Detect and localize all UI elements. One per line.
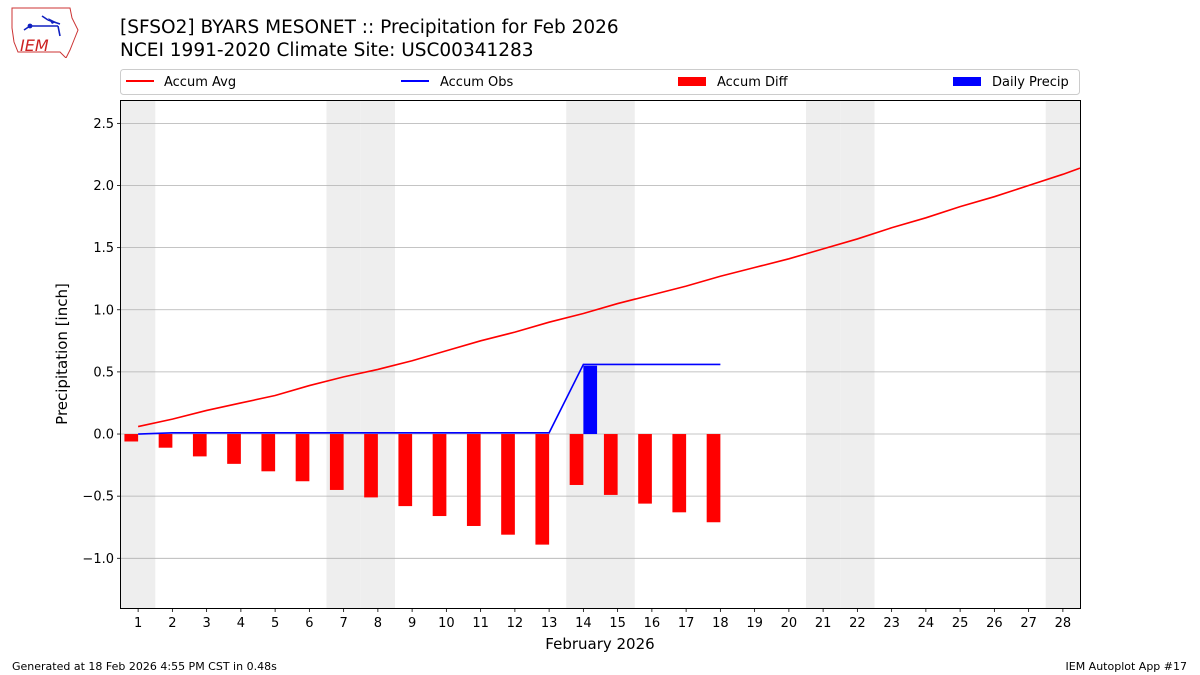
- y-tick-label: 1.5: [93, 241, 114, 256]
- y-tick-label: 2.0: [93, 179, 114, 194]
- y-tick-label: 2.5: [93, 117, 114, 132]
- plot-frame: [120, 100, 1081, 609]
- x-tick-label: 20: [781, 616, 798, 631]
- x-tick-label: 23: [883, 616, 900, 631]
- accum-avg-line: [137, 167, 1081, 428]
- legend: Accum Avg Accum Obs Accum Diff Daily Pre…: [120, 69, 1080, 95]
- iem-logo: IEM: [11, 7, 79, 58]
- x-tick-label: 5: [271, 616, 279, 631]
- logo-text: IEM: [20, 36, 49, 55]
- x-tick-label: 15: [609, 616, 626, 631]
- x-tick-label: 21: [815, 616, 832, 631]
- x-tick-label: 27: [1020, 616, 1037, 631]
- chart-subtitle: NCEI 1991-2020 Climate Site: USC00341283: [120, 40, 534, 61]
- legend-label-avg: Accum Avg: [164, 75, 236, 90]
- bar-series: [124, 365, 721, 545]
- legend-label-daily: Daily Precip: [992, 75, 1069, 90]
- y-tick-label: −0.5: [82, 490, 114, 505]
- legend-label-diff: Accum Diff: [717, 75, 789, 90]
- footer-app: IEM Autoplot App #17: [1065, 660, 1188, 673]
- accum-diff-bar-15: [603, 434, 618, 495]
- accum-diff-bar-5: [261, 434, 276, 472]
- y-tick-label: 0.5: [93, 365, 114, 380]
- accum-obs-line: [138, 363, 721, 435]
- x-axis: 1 2 3 4 5 6 7 8 9 10 11 12 13 14 15 16 17 18 19 20 21 22 23 24 2…: [134, 608, 1071, 631]
- x-tick-label: 10: [438, 616, 455, 631]
- accum-diff-bar-16: [638, 434, 652, 504]
- accum-diff-bar-8: [364, 434, 378, 498]
- weekend-band-28: [1045, 101, 1080, 608]
- x-tick-label: 28: [1055, 616, 1072, 631]
- line-series: [137, 167, 1081, 435]
- weekend-band-22: [840, 101, 875, 608]
- x-tick-label: 12: [507, 616, 524, 631]
- legend-label-obs: Accum Obs: [440, 75, 513, 90]
- chart-title: [SFSO2] BYARS MESONET :: Precipitation f…: [120, 17, 619, 38]
- weekend-shading: [121, 101, 1080, 608]
- x-tick-label: 19: [746, 616, 763, 631]
- x-tick-label: 22: [849, 616, 866, 631]
- accum-diff-bar-14: [569, 434, 584, 485]
- weekend-band-7: [326, 101, 361, 608]
- x-tick-label: 11: [472, 616, 489, 631]
- accum-diff-bar-2: [158, 434, 173, 448]
- grid-lines: [121, 122, 1080, 559]
- weekend-band-15: [600, 101, 635, 608]
- legend-box: [120, 69, 1080, 95]
- x-tick-label: 2: [168, 616, 176, 631]
- accum-diff-bar-18: [706, 434, 721, 523]
- accum-diff-bar-9: [398, 434, 413, 507]
- y-tick-label: 1.0: [93, 303, 114, 318]
- x-tick-label: 13: [541, 616, 558, 631]
- x-tick-label: 9: [408, 616, 416, 631]
- x-tick-label: 17: [678, 616, 695, 631]
- accum-diff-bar-7: [329, 434, 344, 490]
- x-tick-label: 7: [339, 616, 347, 631]
- x-axis-label: February 2026: [545, 635, 654, 653]
- footer-generated: Generated at 18 Feb 2026 4:55 PM CST in …: [12, 660, 277, 673]
- accum-diff-bar-11: [466, 434, 481, 526]
- x-tick-label: 18: [712, 616, 729, 631]
- weekend-band-8: [360, 101, 395, 608]
- weekend-band-1: [121, 101, 156, 608]
- x-tick-label: 6: [305, 616, 313, 631]
- x-tick-label: 25: [952, 616, 969, 631]
- y-axis-label: Precipitation [inch]: [53, 283, 71, 425]
- legend-swatch-diff: [678, 77, 706, 86]
- x-tick-label: 16: [644, 616, 661, 631]
- x-tick-label: 8: [374, 616, 382, 631]
- y-tick-label: −1.0: [82, 552, 114, 567]
- x-tick-label: 3: [202, 616, 210, 631]
- accum-diff-bar-4: [227, 434, 241, 464]
- accum-diff-bar-6: [295, 434, 310, 482]
- y-tick-label: 0.0: [93, 428, 114, 443]
- accum-diff-bar-10: [432, 434, 447, 517]
- x-tick-label: 26: [986, 616, 1003, 631]
- weekend-band-21: [806, 101, 841, 608]
- x-tick-label: 14: [575, 616, 592, 631]
- y-axis: −1.0 −0.5 0.0 0.5 1.0 1.5 2.0 2.5: [82, 117, 121, 567]
- legend-swatch-daily: [953, 77, 981, 86]
- accum-diff-bar-1: [124, 434, 139, 442]
- x-tick-label: 4: [237, 616, 245, 631]
- x-tick-label: 24: [918, 616, 935, 631]
- accum-diff-bar-12: [501, 434, 515, 535]
- weekend-band-14: [566, 101, 601, 608]
- x-tick-label: 1: [134, 616, 142, 631]
- accum-diff-bar-13: [535, 434, 550, 545]
- accum-diff-bar-3: [192, 434, 207, 457]
- daily-precip-bar-14: [583, 365, 598, 435]
- accum-diff-bar-17: [672, 434, 687, 513]
